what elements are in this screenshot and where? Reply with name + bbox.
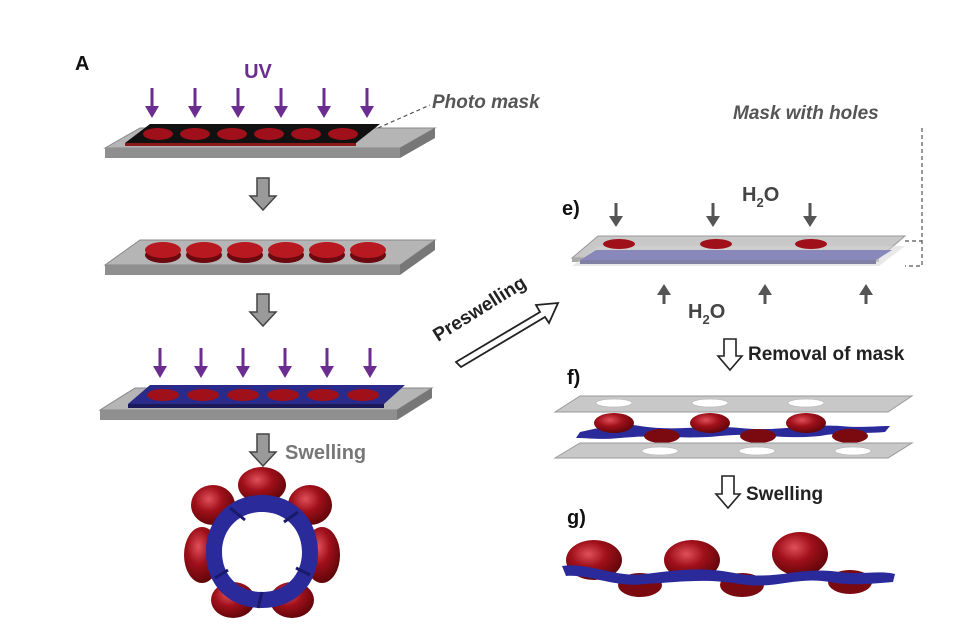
h2o-bottom-label: H2O <box>688 301 725 327</box>
mask-sandwich <box>570 235 907 266</box>
tube-structure <box>184 467 340 618</box>
swelling-left-label: Swelling <box>285 442 366 464</box>
down-arrow-3 <box>248 433 278 468</box>
substrate-with-disks <box>103 239 437 275</box>
removal-of-mask-label: Removal of mask <box>748 344 905 365</box>
photo-mask-leader <box>377 104 431 129</box>
step-f-label: f) <box>567 367 580 389</box>
swelling-right-label: Swelling <box>746 484 823 505</box>
down-arrow-2 <box>248 293 278 328</box>
panel-label: A <box>75 53 89 75</box>
photo-mask-label: Photo mask <box>432 92 541 113</box>
substrate-with-photomask <box>103 124 437 158</box>
step-e-label: e) <box>562 198 580 220</box>
removal-arrow <box>716 338 744 372</box>
substrate-with-blue-layer <box>98 385 434 420</box>
uv-arrows-bottom <box>153 348 377 378</box>
uv-label: UV <box>244 61 272 83</box>
step-g-label: g) <box>567 507 586 529</box>
water-arrows-bottom <box>657 284 873 304</box>
exploded-view <box>553 395 914 459</box>
swelling-arrow-right <box>714 475 742 510</box>
mask-with-holes-label: Mask with holes <box>733 103 879 124</box>
uv-arrows-top <box>145 88 374 118</box>
water-arrows-top <box>609 203 817 227</box>
mask-with-holes-leader <box>905 128 923 267</box>
wavy-structure <box>562 532 895 597</box>
preswelling-arrow <box>454 301 560 369</box>
h2o-top-label: H2O <box>742 184 779 210</box>
down-arrow-1 <box>248 177 278 212</box>
